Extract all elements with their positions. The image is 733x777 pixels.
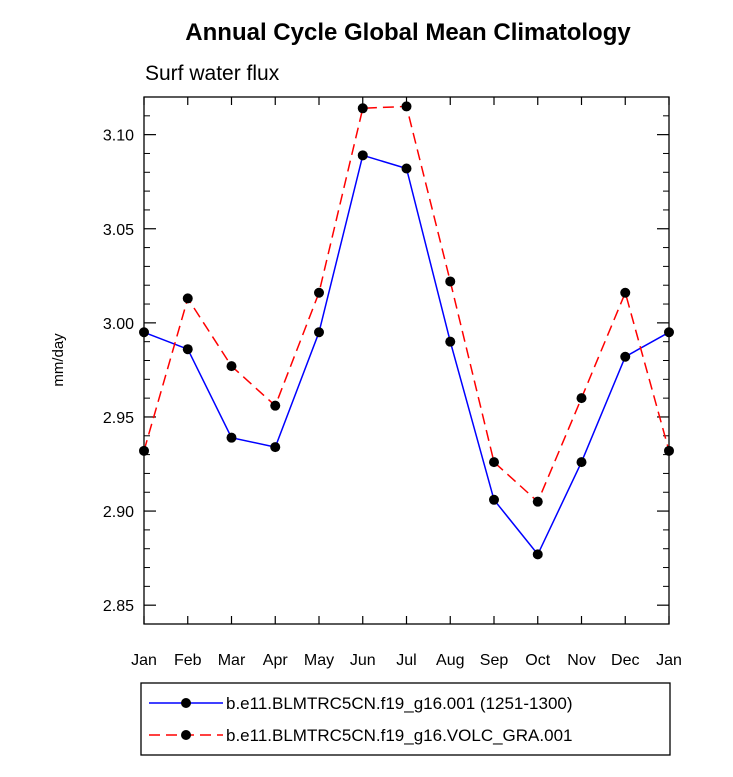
legend: b.e11.BLMTRC5CN.f19_g16.001 (1251-1300) b… <box>149 694 573 745</box>
x-tick-label: Jun <box>350 652 376 669</box>
series-line-1 <box>143 154 670 556</box>
tick-layer: Jan Feb Mar Apr May Jun Jul Aug Sep Oct Nov Dec Jan 2… <box>103 96 682 669</box>
data-point <box>139 445 149 456</box>
legend-marker-1 <box>181 698 191 708</box>
data-point <box>445 336 456 347</box>
x-tick-label: Feb <box>174 652 202 669</box>
data-point <box>445 276 456 287</box>
chart-subtitle: Surf water flux <box>145 62 280 85</box>
legend-marker-2 <box>181 730 191 740</box>
data-point <box>620 351 631 362</box>
data-point <box>620 287 631 298</box>
x-tick-label: Jan <box>656 652 682 669</box>
x-tick-label: Dec <box>611 652 639 669</box>
chart-title: Annual Cycle Global Mean Climatology <box>185 19 631 46</box>
plot-frame <box>143 96 670 625</box>
y-tick-label: 2.90 <box>103 504 134 521</box>
data-point <box>226 432 237 443</box>
data-point <box>664 327 674 338</box>
data-point <box>226 361 237 372</box>
data-point <box>270 442 281 453</box>
data-point <box>532 496 543 507</box>
legend-label-1: b.e11.BLMTRC5CN.f19_g16.001 (1251-1300) <box>226 694 573 713</box>
y-tick-label: 3.05 <box>103 222 134 239</box>
y-tick-label: 2.95 <box>103 410 134 427</box>
y-tick-label: 2.85 <box>103 598 134 615</box>
x-tick-label: Apr <box>263 652 289 669</box>
data-point <box>664 445 674 456</box>
data-point <box>314 327 324 338</box>
x-tick-label: Mar <box>218 652 246 669</box>
x-tick-label: Sep <box>480 652 509 669</box>
x-tick-label: May <box>304 652 334 669</box>
data-point <box>182 293 193 304</box>
data-point <box>489 494 499 505</box>
data-point <box>401 163 412 174</box>
data-point <box>401 101 412 112</box>
x-tick-label: Jul <box>396 652 416 669</box>
data-point <box>576 457 587 468</box>
y-tick-label: 3.10 <box>103 128 134 145</box>
series-layer <box>139 101 674 560</box>
data-point <box>270 400 281 411</box>
x-tick-label: Nov <box>567 652 595 669</box>
data-point <box>532 549 543 560</box>
legend-box <box>140 682 671 756</box>
legend-label-2: b.e11.BLMTRC5CN.f19_g16.VOLC_GRA.001 <box>226 726 572 745</box>
data-point <box>314 287 324 298</box>
y-axis-label: mm/day <box>50 333 67 387</box>
data-point <box>357 150 368 161</box>
y-tick-label: 3.00 <box>103 316 134 333</box>
x-tick-label: Oct <box>525 652 550 669</box>
x-tick-label: Jan <box>131 652 157 669</box>
data-point <box>576 393 587 404</box>
data-point <box>182 344 193 355</box>
data-point <box>139 327 149 338</box>
data-point <box>489 457 499 468</box>
x-tick-label: Aug <box>436 652 464 669</box>
data-point <box>357 103 368 114</box>
